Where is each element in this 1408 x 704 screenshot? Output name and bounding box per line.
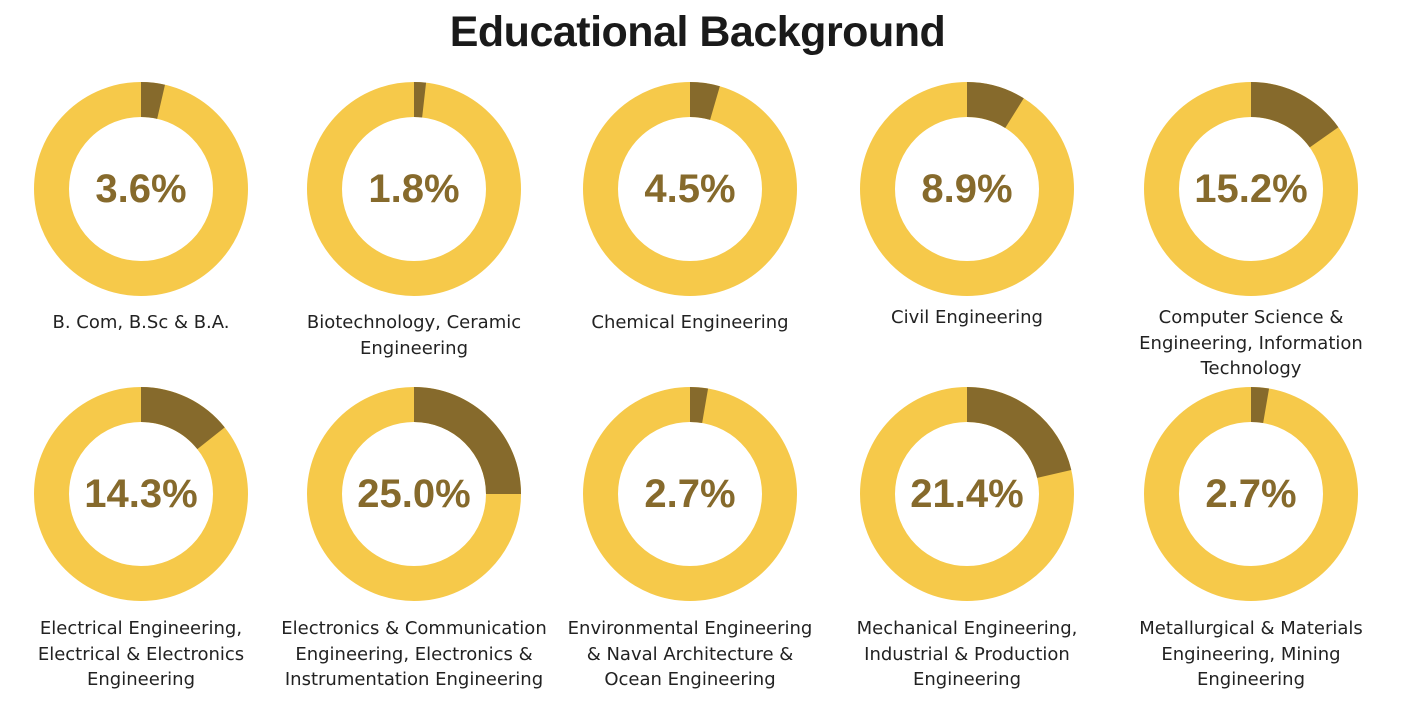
percentage-value: 8.9% bbox=[921, 166, 1013, 211]
donut-slice bbox=[1251, 387, 1270, 424]
percentage-value: 1.8% bbox=[368, 166, 460, 211]
category-label: Electrical Engineering, Electrical & Ele… bbox=[37, 618, 245, 690]
donut-chart: 1.8% bbox=[304, 79, 524, 299]
donut-svg bbox=[34, 387, 248, 601]
category-label: Mechanical Engineering, Industrial & Pro… bbox=[856, 618, 1078, 690]
donut-chart: 8.9% bbox=[857, 79, 1077, 299]
donut-slice bbox=[690, 387, 709, 424]
category-label: Chemical Engineering bbox=[591, 312, 789, 333]
chart-title: Educational Background bbox=[449, 8, 946, 56]
category-label: Computer Science & Engineering, Informat… bbox=[1139, 307, 1363, 379]
percentage-value: 15.2% bbox=[1194, 166, 1308, 211]
category-label: Electronics & Communication Engineering,… bbox=[281, 618, 547, 690]
percentage-value: 14.3% bbox=[84, 471, 198, 516]
donut-slice bbox=[141, 387, 225, 450]
donut-svg bbox=[583, 82, 797, 296]
donut-svg bbox=[307, 387, 521, 601]
category-label: Metallurgical & Materials Engineering, M… bbox=[1139, 618, 1363, 690]
percentage-value: 2.7% bbox=[1205, 471, 1297, 516]
donut-svg bbox=[860, 387, 1074, 601]
donut-chart: 14.3% bbox=[31, 384, 251, 604]
donut-svg bbox=[34, 82, 248, 296]
percentage-value: 2.7% bbox=[644, 471, 736, 516]
percentage-value: 21.4% bbox=[910, 471, 1024, 516]
donut-svg bbox=[583, 387, 797, 601]
percentage-value: 25.0% bbox=[357, 471, 471, 516]
percentage-value: 3.6% bbox=[95, 166, 187, 211]
donut-chart: 2.7% bbox=[1141, 384, 1361, 604]
donut-slice bbox=[1251, 82, 1339, 148]
donut-chart: 4.5% bbox=[580, 79, 800, 299]
donut-slice bbox=[141, 82, 165, 119]
donut-slice bbox=[967, 82, 1024, 128]
category-label: Biotechnology, Ceramic Engineering bbox=[306, 312, 522, 359]
category-label: Environmental Engineering & Naval Archit… bbox=[567, 618, 813, 690]
donut-chart: 3.6% bbox=[31, 79, 251, 299]
donut-chart: 21.4% bbox=[857, 384, 1077, 604]
donut-chart: 25.0% bbox=[304, 384, 524, 604]
donut-chart: 2.7% bbox=[580, 384, 800, 604]
donut-slice bbox=[414, 387, 521, 494]
donut-slice bbox=[414, 82, 427, 118]
donut-chart: 15.2% bbox=[1141, 79, 1361, 299]
donut-svg bbox=[860, 82, 1074, 296]
donut-svg bbox=[1144, 387, 1358, 601]
category-label: B. Com, B.Sc & B.A. bbox=[52, 312, 230, 333]
donut-svg bbox=[307, 82, 521, 296]
category-label: Civil Engineering bbox=[891, 307, 1043, 328]
percentage-value: 4.5% bbox=[644, 166, 736, 211]
donut-svg bbox=[1144, 82, 1358, 296]
donut-slice bbox=[690, 82, 720, 120]
donut-slice bbox=[967, 387, 1072, 478]
